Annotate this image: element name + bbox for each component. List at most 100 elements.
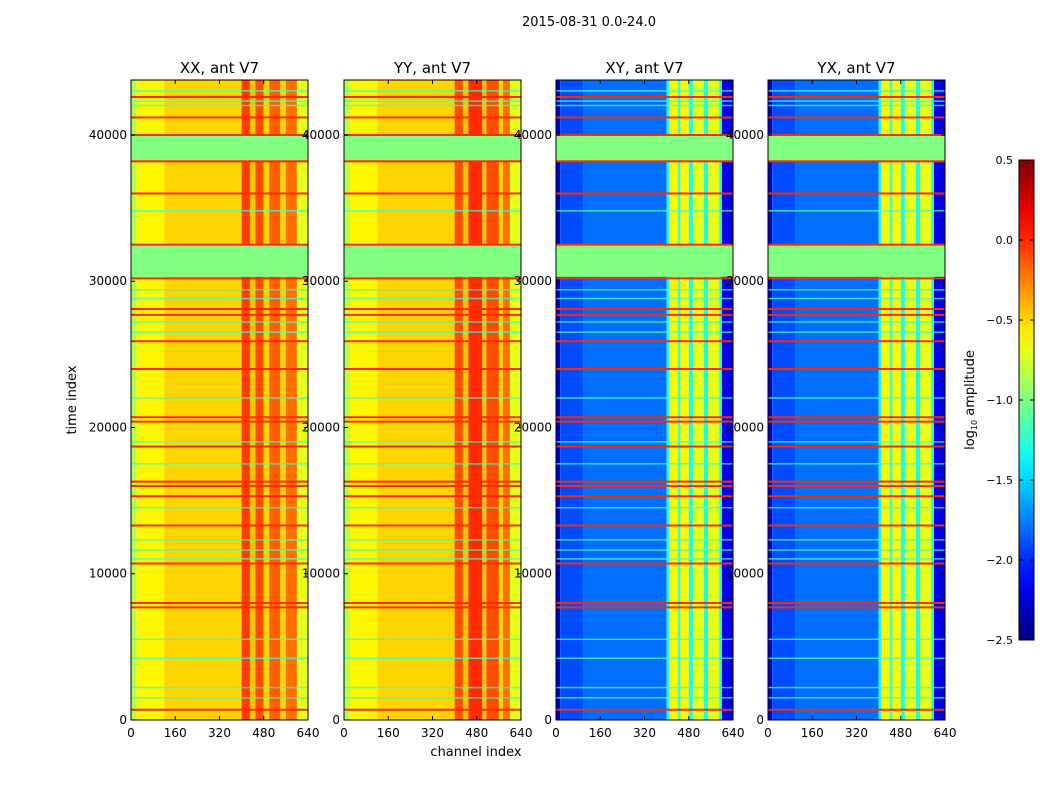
heatmap-channel-band xyxy=(468,80,483,720)
heatmap-red-row xyxy=(768,308,945,311)
heatmap-red-row xyxy=(768,243,945,246)
heatmap-channel-band xyxy=(795,80,879,720)
heatmap-bright-row xyxy=(768,441,945,443)
heatmap-red-row xyxy=(344,606,521,609)
heatmap-bright-row xyxy=(344,549,521,551)
heatmap-red-row xyxy=(768,116,945,119)
heatmap-red-row xyxy=(556,243,733,246)
heatmap-channel-band xyxy=(881,80,890,720)
heatmap-red-row xyxy=(131,606,308,609)
heatmap-red-row xyxy=(556,133,733,136)
x-tick-label: 320 xyxy=(421,726,444,740)
heatmap-red-row xyxy=(556,524,733,527)
colorbar-tick-label: −1.0 xyxy=(986,394,1013,407)
heatmap-bright-row xyxy=(768,463,945,465)
heatmap-bright-row xyxy=(768,397,945,399)
heatmap-bright-row xyxy=(768,90,945,92)
heatmap-red-row xyxy=(344,277,521,280)
heatmap-red-row xyxy=(556,495,733,498)
heatmap-bright-row xyxy=(131,441,308,443)
heatmap-bright-row xyxy=(768,686,945,689)
heatmap-bright-row xyxy=(768,558,945,560)
heatmap-red-row xyxy=(344,367,521,370)
heatmap-bright-row xyxy=(131,638,308,641)
x-tick-label: 480 xyxy=(252,726,275,740)
heatmap-bright-row xyxy=(344,441,521,443)
heatmap-red-row xyxy=(344,480,521,483)
heatmap-red-row xyxy=(768,484,945,487)
heatmap-bright-row xyxy=(556,297,733,300)
heatmap-bright-row xyxy=(556,506,733,509)
heatmap-bright-row xyxy=(131,289,308,291)
heatmap-bright-row xyxy=(344,558,521,560)
heatmap-bright-row xyxy=(131,549,308,551)
heatmap-red-row xyxy=(768,340,945,343)
y-tick-label: 40000 xyxy=(726,128,764,142)
heatmap-bright-row xyxy=(556,100,733,102)
heatmap-red-row xyxy=(131,160,308,163)
heatmap-bright-row xyxy=(131,397,308,399)
x-tick-label: 480 xyxy=(889,726,912,740)
heatmap-bright-row xyxy=(556,638,733,641)
suptitle: 2015-08-31 0.0-24.0 xyxy=(522,15,656,30)
heatmap-channel-band xyxy=(708,80,720,720)
heatmap-bright-row xyxy=(768,638,945,641)
heatmap-channel-band xyxy=(263,80,270,720)
y-tick-label: 10000 xyxy=(514,567,552,581)
heatmap-flagged-band xyxy=(768,244,945,277)
y-tick-label: 20000 xyxy=(89,420,127,434)
heatmap-channel-band xyxy=(269,80,281,720)
heatmap-red-row xyxy=(344,160,521,163)
heatmap-channel-band xyxy=(889,80,893,720)
heatmap-bright-row xyxy=(344,463,521,465)
heatmap-channel-band xyxy=(377,80,455,720)
heatmap-red-row xyxy=(768,192,945,195)
heatmap-red-row xyxy=(131,340,308,343)
x-tick-label: 160 xyxy=(589,726,612,740)
heatmap-red-row xyxy=(344,601,521,604)
panel-title: YY, ant V7 xyxy=(393,59,471,77)
heatmap-bright-row xyxy=(131,506,308,509)
heatmap-bright-row xyxy=(768,506,945,509)
heatmap-channel-band xyxy=(462,80,469,720)
heatmap-flagged-band xyxy=(556,244,733,277)
heatmap-channel-band xyxy=(255,80,264,720)
y-tick-label: 30000 xyxy=(514,274,552,288)
heatmap-red-row xyxy=(344,562,521,565)
colorbar-tick-label: 0.0 xyxy=(996,234,1014,247)
heatmap-bright-row xyxy=(768,297,945,300)
heatmap-channel-band xyxy=(280,80,286,720)
heatmap-red-row xyxy=(344,708,521,711)
heatmap-red-row xyxy=(131,480,308,483)
heatmap-red-row xyxy=(768,708,945,711)
heatmap-bright-row xyxy=(344,100,521,102)
y-tick-label: 30000 xyxy=(89,274,127,288)
heatmap-bright-row xyxy=(556,558,733,560)
heatmap-channel-band xyxy=(915,80,921,720)
heatmap-red-row xyxy=(344,416,521,419)
heatmap-red-row xyxy=(556,562,733,565)
heatmap-red-row xyxy=(556,160,733,163)
heatmap-red-row xyxy=(344,340,521,343)
heatmap-channel-band xyxy=(344,80,350,720)
heatmap-red-row xyxy=(131,116,308,119)
heatmap-channel-band xyxy=(933,80,945,720)
heatmap-bright-row xyxy=(556,549,733,551)
heatmap-channel-band xyxy=(721,80,733,720)
heatmap-bright-row xyxy=(344,90,521,92)
heatmap-flagged-band xyxy=(131,244,308,277)
heatmap-bright-row xyxy=(344,697,521,699)
heatmap-flagged-band xyxy=(131,134,308,162)
heatmap-red-row xyxy=(556,313,733,316)
heatmap-red-row xyxy=(556,708,733,711)
x-tick-label: 160 xyxy=(164,726,187,740)
heatmap-channel-band xyxy=(669,80,678,720)
heatmap-channel-band xyxy=(772,80,796,720)
y-tick-label: 40000 xyxy=(89,128,127,142)
heatmap-channel-band xyxy=(680,80,689,720)
heatmap-red-row xyxy=(131,445,308,448)
y-tick-label: 10000 xyxy=(726,567,764,581)
panel-title: XY, ant V7 xyxy=(605,59,683,77)
heatmap-red-row xyxy=(131,192,308,195)
